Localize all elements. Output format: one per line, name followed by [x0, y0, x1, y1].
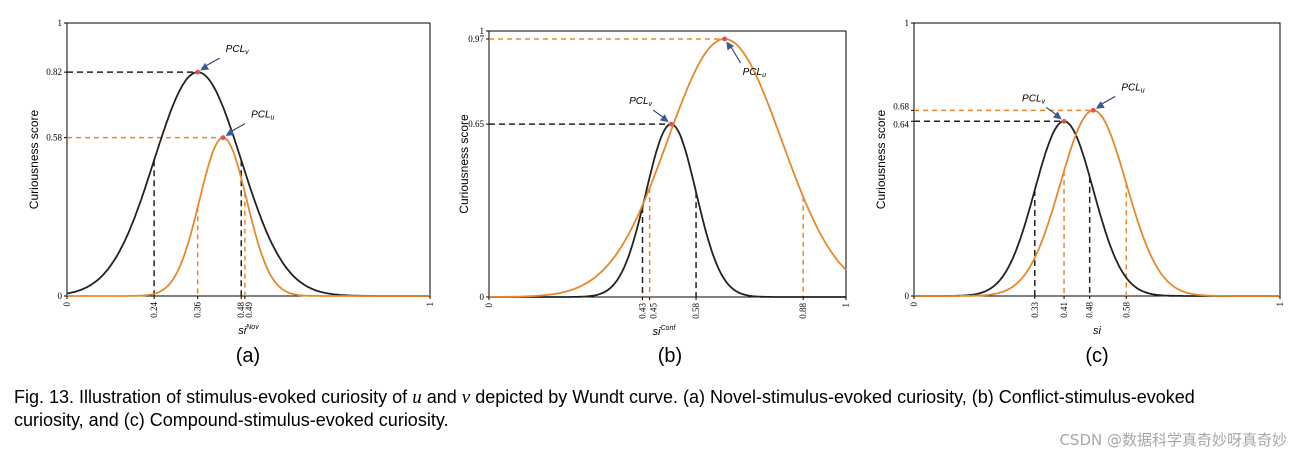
- x-tick-label: 0: [62, 302, 72, 307]
- plot-frame: [66, 22, 431, 297]
- annotation-label-1: PCLu: [1121, 82, 1144, 94]
- peak-marker-u: [220, 135, 226, 141]
- y-tick-label: 0: [905, 291, 910, 301]
- x-tick-label: 0.41: [1059, 302, 1069, 318]
- caption-line-2: curiosity, and (c) Compound-stimulus-evo…: [14, 410, 449, 430]
- annotation-arrowhead-1: [225, 128, 235, 137]
- curve-pcl-v: [914, 120, 1280, 297]
- annotation-arrowhead-1: [726, 41, 735, 51]
- annotation-label-0: PCLv: [226, 44, 249, 56]
- y-axis-label: Curiousness score: [27, 109, 41, 209]
- x-tick-label: 0.45: [649, 303, 659, 319]
- x-tick-label: 0.43: [638, 303, 648, 319]
- figure-caption: Fig. 13. Illustration of stimulus-evoked…: [14, 386, 1304, 431]
- y-tick-label: 1: [58, 18, 63, 28]
- x-tick-label: 1: [425, 302, 435, 307]
- x-tick-label: 0.24: [149, 302, 159, 318]
- annotation-arrowhead-0: [659, 114, 669, 123]
- y-tick-label: 0: [480, 292, 485, 302]
- x-tick-label: 1: [1275, 302, 1285, 307]
- y-tick-label: 0.64: [893, 119, 909, 129]
- x-axis-label: si: [1093, 325, 1102, 337]
- caption-prefix: Fig. 13. Illustration of stimulus-evoked…: [14, 387, 408, 407]
- curve-pcl-v: [66, 71, 430, 297]
- y-tick-label: 0.65: [468, 119, 484, 129]
- y-tick-label: 0.97: [468, 34, 484, 44]
- annotation-label-0: PCLv: [629, 96, 652, 108]
- caption-rest: depicted by Wundt curve. (a) Novel-stimu…: [475, 387, 1195, 407]
- x-tick-label: 0.48: [1085, 302, 1095, 318]
- peak-marker-u: [1090, 107, 1096, 113]
- x-tick-label: 0.33: [1030, 302, 1040, 318]
- x-tick-label: 0.48: [236, 302, 246, 318]
- annotation-arrowhead-0: [200, 62, 210, 71]
- annotation-arrowhead-0: [1052, 111, 1062, 120]
- x-tick-label: 0.58: [1121, 302, 1131, 318]
- caption-var-v: v: [461, 387, 471, 408]
- panel-label: (c): [1085, 345, 1108, 367]
- chart-panel-c: PCLv PCLu 0 0.64 0.68 1 0 0.33 0.41 0.48 0.58 1 Curi…: [874, 18, 1285, 367]
- peak-marker-u: [722, 36, 728, 42]
- panel-label: (a): [236, 345, 260, 367]
- x-tick-label: 0.36: [193, 302, 203, 318]
- y-tick-label: 0: [58, 291, 63, 301]
- plot-frame: [913, 22, 1281, 297]
- y-tick-label: 1: [480, 26, 485, 36]
- curve-pcl-u: [67, 136, 430, 297]
- caption-var-u: u: [412, 387, 422, 408]
- x-tick-label: 1: [841, 303, 851, 308]
- x-tick-label: 0: [909, 302, 919, 307]
- peak-marker-v: [1061, 118, 1067, 124]
- curve-pcl-v: [489, 123, 846, 298]
- y-tick-label: 0.68: [893, 101, 909, 111]
- annotation-label-1: PCLu: [251, 110, 274, 122]
- x-tick-label: 0.49: [244, 302, 254, 318]
- peak-marker-v: [668, 121, 674, 127]
- x-tick-label: 0.58: [691, 303, 701, 319]
- y-tick-label: 1: [905, 18, 910, 28]
- y-axis-label: Curiousness score: [874, 109, 888, 209]
- y-tick-label: 0.58: [46, 133, 62, 143]
- plot-frame: [488, 30, 847, 298]
- x-tick-label: 0: [484, 303, 494, 308]
- peak-marker-v: [195, 69, 201, 75]
- x-tick-label: 0.88: [798, 303, 808, 319]
- x-axis-label: siNov: [238, 324, 259, 337]
- y-tick-label: 0.82: [46, 67, 62, 77]
- annotation-label-1: PCLu: [743, 67, 766, 79]
- caption-and: and: [426, 387, 457, 407]
- panel-label: (b): [658, 345, 682, 367]
- watermark: CSDN @数据科学真奇妙呀真奇妙: [1059, 431, 1287, 449]
- x-axis-label: siConf: [653, 325, 677, 338]
- annotation-arrowhead-1: [1095, 101, 1105, 109]
- y-axis-label: Curiousness score: [457, 114, 471, 214]
- annotation-label-0: PCLv: [1022, 93, 1045, 105]
- curve-pcl-u: [489, 38, 847, 298]
- curve-pcl-u: [914, 109, 1280, 297]
- chart-panel-a: PCLv PCLu 0 0.58 0.82 1 0 0.24 0.36 0.480.49 1 Curi…: [27, 18, 435, 367]
